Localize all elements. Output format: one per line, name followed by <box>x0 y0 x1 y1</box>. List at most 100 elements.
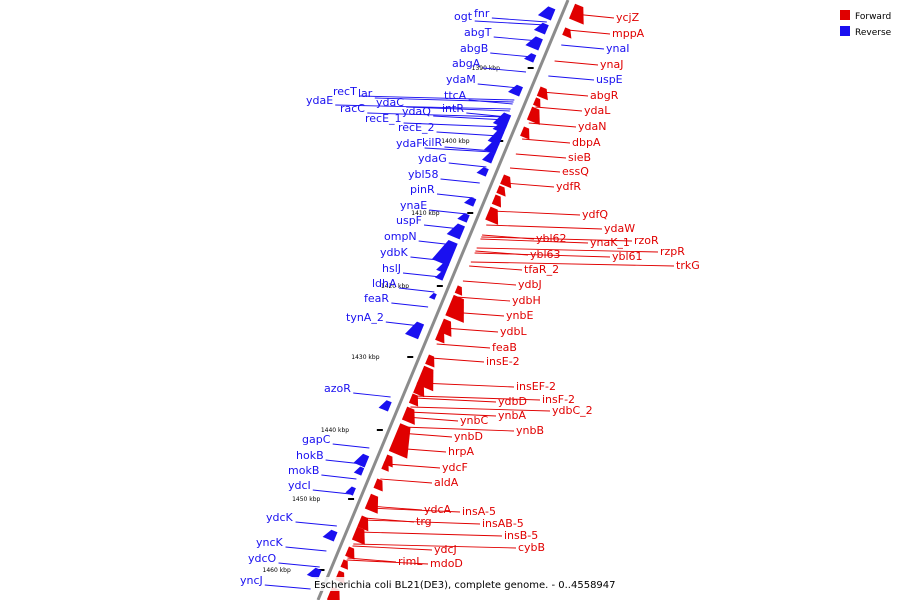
gene-label-insB-5[interactable]: insB-5 <box>504 529 538 542</box>
gene-label-ydbH[interactable]: ydbH <box>512 294 541 307</box>
forward-feature[interactable] <box>485 206 499 225</box>
gene-label-ydcK[interactable]: ydcK <box>266 511 294 524</box>
gene-label-ldhA[interactable]: ldhA <box>372 277 397 290</box>
gene-label-hslJ[interactable]: hslJ <box>382 262 401 275</box>
gene-label-insF-2[interactable]: insF-2 <box>542 393 575 406</box>
forward-feature[interactable] <box>357 515 369 532</box>
gene-label-fnr[interactable]: fnr <box>474 7 490 20</box>
gene-label-recT[interactable]: recT <box>333 85 357 98</box>
reverse-feature[interactable] <box>524 53 537 63</box>
gene-label-hrpA[interactable]: hrpA <box>448 445 474 458</box>
gene-label-ynaI[interactable]: ynaI <box>606 42 629 55</box>
gene-label-ydaF[interactable]: ydaF <box>396 137 423 150</box>
gene-label-insEF-2[interactable]: insEF-2 <box>516 380 556 393</box>
gene-label-pinR[interactable]: pinR <box>410 183 435 196</box>
forward-feature[interactable] <box>340 559 348 570</box>
gene-label-kilR[interactable]: kilR <box>422 136 442 149</box>
gene-label-mokB[interactable]: mokB <box>288 464 319 477</box>
gene-label-ydbJ[interactable]: ydbJ <box>518 278 542 291</box>
forward-feature[interactable] <box>381 461 389 472</box>
reverse-feature[interactable] <box>446 223 465 240</box>
forward-feature[interactable] <box>445 294 464 323</box>
gene-label-ydaL[interactable]: ydaL <box>584 104 611 117</box>
gene-label-insE-2[interactable]: insE-2 <box>486 355 520 368</box>
gene-label-lar[interactable]: lar <box>358 87 373 100</box>
forward-feature[interactable] <box>491 194 501 208</box>
gene-label-tfaR_2[interactable]: tfaR_2 <box>524 263 559 276</box>
gene-label-ydbK[interactable]: ydbK <box>380 246 408 259</box>
gene-label-sieB[interactable]: sieB <box>568 151 591 164</box>
reverse-feature[interactable] <box>353 453 370 468</box>
reverse-feature[interactable] <box>508 84 523 97</box>
reverse-feature[interactable] <box>533 22 549 35</box>
gene-label-ydfR[interactable]: ydfR <box>556 180 581 193</box>
gene-label-ydcO[interactable]: ydcO <box>248 552 277 565</box>
gene-label-ydaM[interactable]: ydaM <box>446 73 476 86</box>
reverse-feature[interactable] <box>525 36 543 51</box>
gene-label-tynA_2[interactable]: tynA_2 <box>346 311 384 324</box>
gene-label-ydaC[interactable]: ydaC <box>376 96 404 109</box>
gene-label-ydcJ[interactable]: ydcJ <box>434 543 457 556</box>
reverse-feature[interactable] <box>464 197 477 207</box>
reverse-feature[interactable] <box>476 167 489 177</box>
gene-label-aldA[interactable]: aldA <box>434 476 459 489</box>
gene-label-ydaQ[interactable]: ydaQ <box>402 105 431 118</box>
gene-label-recE_1[interactable]: recE_1 <box>365 112 402 125</box>
forward-feature[interactable] <box>401 406 415 425</box>
gene-label-essQ[interactable]: essQ <box>562 165 589 178</box>
forward-feature[interactable] <box>533 97 541 108</box>
gene-label-abgR[interactable]: abgR <box>590 89 619 102</box>
reverse-feature[interactable] <box>487 129 505 146</box>
gene-label-insAB-5[interactable]: insAB-5 <box>482 517 524 530</box>
gene-label-hokB[interactable]: hokB <box>296 449 324 462</box>
gene-label-ogt[interactable]: ogt <box>454 10 473 23</box>
gene-label-intR[interactable]: intR <box>442 102 464 115</box>
forward-feature[interactable] <box>520 126 530 140</box>
gene-label-uspE[interactable]: uspE <box>596 73 623 86</box>
gene-label-racC[interactable]: racC <box>340 102 365 115</box>
gene-label-ydaE[interactable]: ydaE <box>306 94 333 107</box>
forward-feature[interactable] <box>435 330 445 344</box>
reverse-feature[interactable] <box>345 486 356 496</box>
gene-label-ybl58[interactable]: ybl58 <box>408 168 439 181</box>
reverse-feature[interactable] <box>537 6 556 21</box>
reverse-feature[interactable] <box>378 400 392 412</box>
gene-label-recE_2[interactable]: recE_2 <box>398 121 435 134</box>
gene-label-abgB[interactable]: abgB <box>460 42 488 55</box>
reverse-feature[interactable] <box>435 271 446 281</box>
forward-feature[interactable] <box>388 423 411 459</box>
forward-feature[interactable] <box>536 86 548 101</box>
gene-label-trg[interactable]: trg <box>416 515 432 528</box>
gene-label-trkG[interactable]: trkG <box>676 259 700 272</box>
forward-feature[interactable] <box>413 381 425 398</box>
gene-label-ynbE[interactable]: ynbE <box>506 309 533 322</box>
gene-label-insA-5[interactable]: insA-5 <box>462 505 496 518</box>
reverse-feature[interactable] <box>428 292 437 300</box>
gene-label-feaB[interactable]: feaB <box>492 341 517 354</box>
gene-label-mdoD[interactable]: mdoD <box>430 557 463 570</box>
gene-label-yncK[interactable]: yncK <box>256 536 284 549</box>
gene-label-gapC[interactable]: gapC <box>302 433 331 446</box>
gene-label-azoR[interactable]: azoR <box>324 382 351 395</box>
gene-label-ynbA[interactable]: ynbA <box>498 409 526 422</box>
gene-label-ybl62[interactable]: ybl62 <box>536 232 567 245</box>
gene-label-yncJ[interactable]: yncJ <box>240 574 263 587</box>
reverse-feature[interactable] <box>353 466 365 476</box>
gene-label-mppA[interactable]: mppA <box>612 27 645 40</box>
forward-feature[interactable] <box>526 106 540 125</box>
reverse-feature[interactable] <box>457 213 470 223</box>
forward-feature[interactable] <box>454 285 463 296</box>
gene-label-ycjZ[interactable]: ycjZ <box>616 11 640 24</box>
gene-label-ynbD[interactable]: ynbD <box>454 430 483 443</box>
reverse-feature[interactable] <box>436 262 450 274</box>
gene-label-ydaW[interactable]: ydaW <box>604 222 635 235</box>
forward-feature[interactable] <box>425 354 435 368</box>
forward-feature[interactable] <box>373 478 383 492</box>
gene-label-abgA[interactable]: abgA <box>452 57 481 70</box>
forward-feature[interactable] <box>345 546 355 560</box>
gene-label-ynbC[interactable]: ynbC <box>460 414 488 427</box>
gene-label-ydbL[interactable]: ydbL <box>500 325 527 338</box>
gene-label-ynbB[interactable]: ynbB <box>516 424 544 437</box>
reverse-feature[interactable] <box>492 121 508 134</box>
forward-feature[interactable] <box>496 185 506 197</box>
